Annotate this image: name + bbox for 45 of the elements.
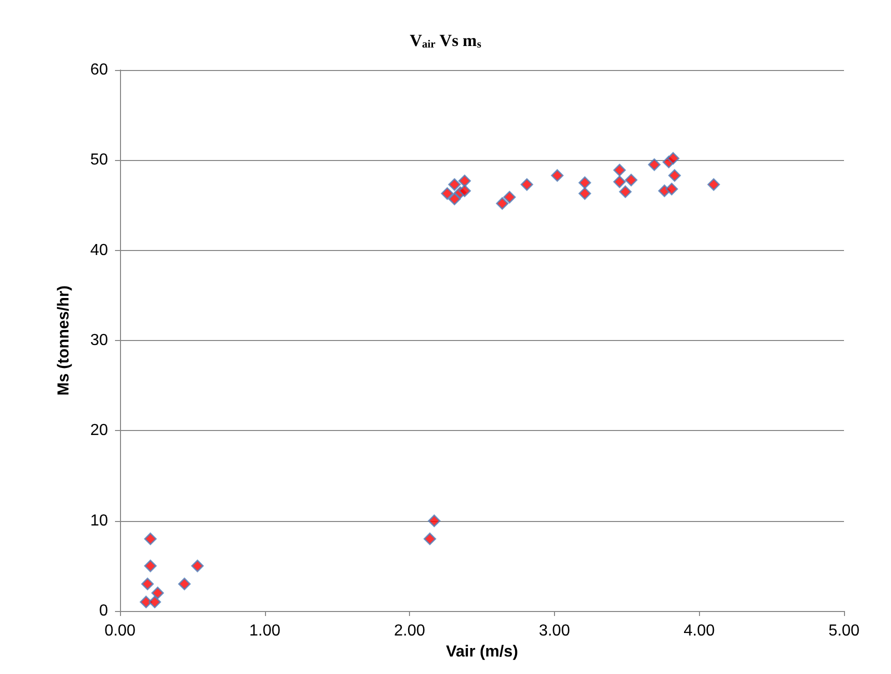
point <box>191 560 204 572</box>
y-tick-label: 10 <box>90 512 108 530</box>
point <box>619 185 632 198</box>
point <box>458 174 471 188</box>
point <box>424 532 436 546</box>
x-tick-label: 0.00 <box>104 622 136 640</box>
point <box>503 190 516 204</box>
point <box>141 578 154 590</box>
point <box>458 184 471 198</box>
point <box>520 178 534 191</box>
y-tick-label: 60 <box>90 62 108 78</box>
y-tick-label: 20 <box>90 422 108 440</box>
point <box>140 596 152 608</box>
x-tick-label: 3.00 <box>538 622 570 640</box>
point <box>551 169 564 182</box>
y-tick-label: 40 <box>90 242 108 259</box>
x-axis-title: Vair (m/s) <box>446 643 518 660</box>
point <box>648 158 661 171</box>
point <box>448 192 461 206</box>
point <box>666 152 680 165</box>
point <box>144 532 157 546</box>
point <box>613 176 626 188</box>
point <box>668 169 681 182</box>
point <box>178 578 191 590</box>
x-tick-label: 2.00 <box>394 622 426 640</box>
point <box>578 187 592 200</box>
y-tick-label: 50 <box>90 152 108 169</box>
point <box>624 174 638 186</box>
point <box>144 560 157 572</box>
point <box>707 178 720 191</box>
point <box>496 197 509 210</box>
y-tick-label: 30 <box>90 332 108 349</box>
point <box>578 176 592 189</box>
point <box>441 187 454 200</box>
point <box>151 586 164 600</box>
point <box>665 182 678 196</box>
x-tick-label: 5.00 <box>828 622 860 640</box>
point <box>428 514 440 528</box>
y-axis-title: Ms (tonnes/hr) <box>56 285 72 396</box>
y-tick-label: 0 <box>99 602 108 620</box>
x-tick-label: 4.00 <box>684 622 715 640</box>
x-tick-label: 1.00 <box>249 622 280 640</box>
point <box>613 164 626 176</box>
point <box>448 178 461 191</box>
point <box>148 596 161 608</box>
